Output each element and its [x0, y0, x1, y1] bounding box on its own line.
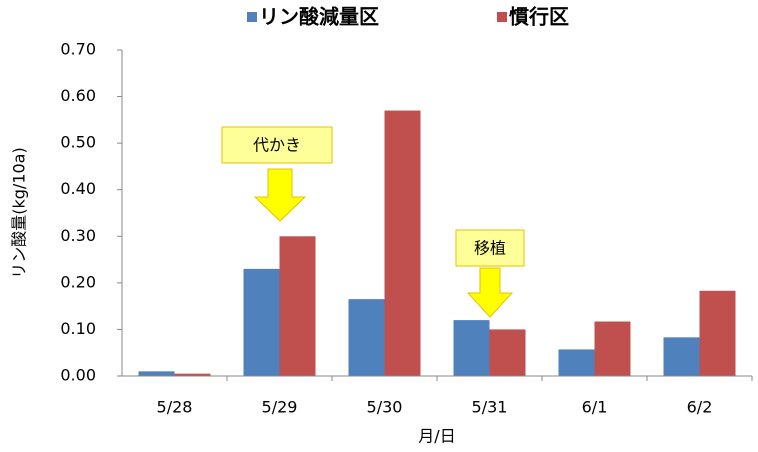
bar — [243, 268, 280, 376]
y-tick-label: 0.70 — [60, 40, 96, 59]
y-axis-label: リン酸量(kg/10a) — [10, 147, 29, 278]
x-tick-label: 6/2 — [687, 398, 713, 417]
legend-label: リン酸減量区 — [259, 5, 379, 29]
bar — [384, 110, 421, 377]
bar — [174, 373, 211, 376]
bar — [699, 290, 736, 376]
y-tick-label: 0.00 — [60, 366, 96, 385]
x-tick-label: 5/30 — [367, 398, 403, 417]
y-tick-label: 0.50 — [60, 133, 96, 152]
legend-swatch — [247, 12, 257, 22]
bar — [348, 299, 385, 376]
bar — [279, 236, 316, 376]
bar — [663, 337, 700, 376]
annotation-arrow — [253, 168, 307, 222]
bar — [594, 321, 631, 376]
annotation-text: 代かき — [253, 136, 301, 155]
legend-label: 慣行区 — [509, 5, 569, 29]
bar — [453, 320, 490, 376]
y-tick-label: 0.20 — [60, 272, 96, 291]
bar — [558, 349, 595, 376]
x-tick-label: 5/29 — [262, 398, 298, 417]
x-axis-label: 月/日 — [418, 427, 455, 446]
bar — [489, 329, 526, 376]
annotation-box — [455, 229, 525, 267]
x-tick-label: 5/31 — [472, 398, 508, 417]
y-tick-label: 0.40 — [60, 179, 96, 198]
y-tick-label: 0.60 — [60, 86, 96, 105]
annotation: 代かき — [221, 126, 333, 222]
y-tick-label: 0.10 — [60, 319, 96, 338]
x-tick-label: 5/28 — [157, 398, 193, 417]
x-tick-label: 6/1 — [582, 398, 608, 417]
annotation: 移植 — [455, 229, 525, 318]
annotation-text: 移植 — [474, 239, 506, 258]
annotation-arrow — [466, 267, 514, 318]
annotation-box — [221, 126, 333, 164]
y-tick-label: 0.30 — [60, 226, 96, 245]
bar — [138, 371, 175, 376]
legend-swatch — [497, 12, 507, 22]
